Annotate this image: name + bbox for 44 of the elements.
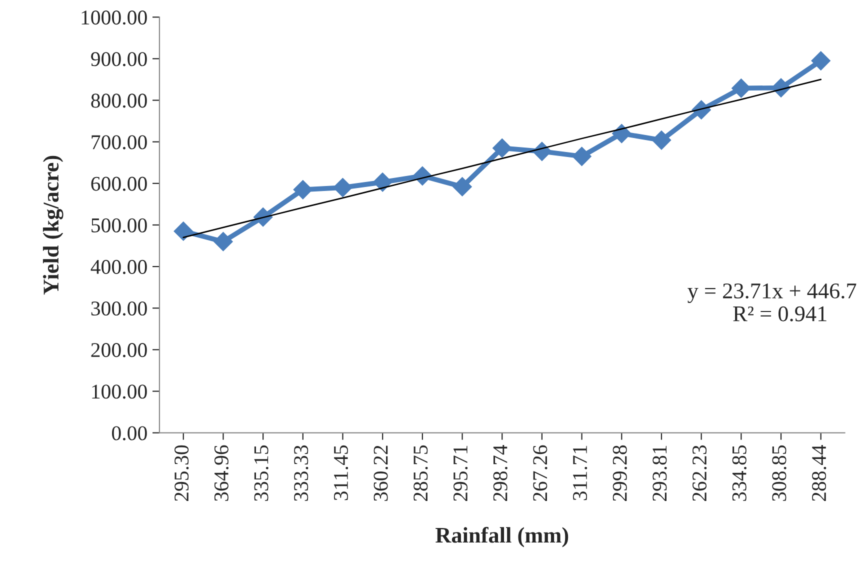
point [214, 232, 233, 252]
x-tick-label: 308.85 [772, 445, 786, 501]
point [452, 177, 472, 196]
point [811, 51, 830, 70]
y-tick-label: 800.00 [91, 94, 147, 108]
point [572, 146, 592, 166]
x-tick-label: 360.22 [374, 446, 388, 501]
x-axis-title: Rainfall (mm) [436, 526, 568, 548]
y-tick-label: 400.00 [90, 260, 147, 274]
x-tick-label: 288.44 [812, 444, 826, 501]
point [492, 138, 512, 158]
point [174, 222, 193, 241]
x-tick-label: 293.81 [652, 446, 667, 501]
point [652, 130, 672, 150]
y-axis-title: Yield (kg/acre) [42, 156, 64, 295]
point [732, 78, 751, 98]
point [373, 172, 392, 192]
x-tick-label: 285.75 [414, 445, 428, 501]
x-tick-label: 364.96 [214, 445, 229, 501]
y-tick-label: 300.00 [91, 301, 147, 316]
x-tick-label: 333.33 [294, 445, 308, 501]
x-tick-label: 299.28 [612, 445, 627, 501]
x-tick-label: 335.15 [254, 445, 268, 501]
annotation: y = 23.71x + 446.7 [688, 283, 856, 303]
y-tick-label: 200.00 [91, 343, 147, 358]
x-tick-label: 262.23 [692, 445, 707, 501]
point [293, 180, 312, 200]
y-tick-label: 600.00 [91, 176, 147, 191]
x-tick-label: 334.85 [732, 445, 746, 501]
y-tick-label: 0.00 [112, 426, 147, 440]
y-tick-label: 100.00 [92, 384, 147, 399]
x-tick-label: 267.26 [533, 445, 548, 501]
x-tick-label: 295.30 [174, 445, 189, 501]
y-tick-label: 1000.00 [82, 10, 147, 25]
annotation: R² = 0.941 [733, 306, 826, 322]
y-tick-label: 700.00 [92, 135, 147, 150]
x-tick-label: 311.45 [334, 445, 348, 500]
point [333, 178, 352, 198]
x-tick-label: 295.71 [453, 446, 468, 501]
y-tick-label: 900.00 [91, 52, 147, 66]
x-tick-label: 298.74 [493, 444, 508, 501]
x-tick-label: 311.71 [573, 446, 588, 500]
y-tick-label: 500.00 [92, 218, 147, 232]
point [612, 124, 632, 144]
